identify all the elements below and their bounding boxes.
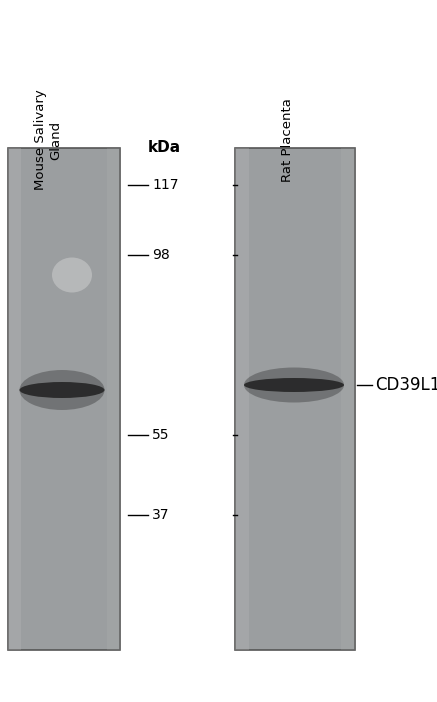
- Text: 37: 37: [152, 508, 170, 522]
- Bar: [340, 148, 355, 650]
- Ellipse shape: [244, 368, 344, 402]
- Bar: [8, 148, 120, 650]
- Text: 117: 117: [152, 178, 178, 192]
- Ellipse shape: [52, 258, 92, 293]
- Text: 98: 98: [152, 248, 170, 262]
- Bar: [107, 148, 120, 650]
- Bar: [8, 148, 21, 650]
- Bar: [235, 148, 250, 650]
- Bar: [235, 148, 355, 650]
- Ellipse shape: [20, 370, 104, 410]
- Text: kDa: kDa: [148, 140, 181, 155]
- Text: 55: 55: [152, 428, 170, 442]
- Text: Mouse Salivary
Gland: Mouse Salivary Gland: [34, 90, 62, 190]
- Ellipse shape: [244, 378, 344, 392]
- Text: CD39L1: CD39L1: [375, 376, 437, 394]
- Ellipse shape: [20, 382, 104, 398]
- Text: Rat Placenta: Rat Placenta: [281, 98, 294, 182]
